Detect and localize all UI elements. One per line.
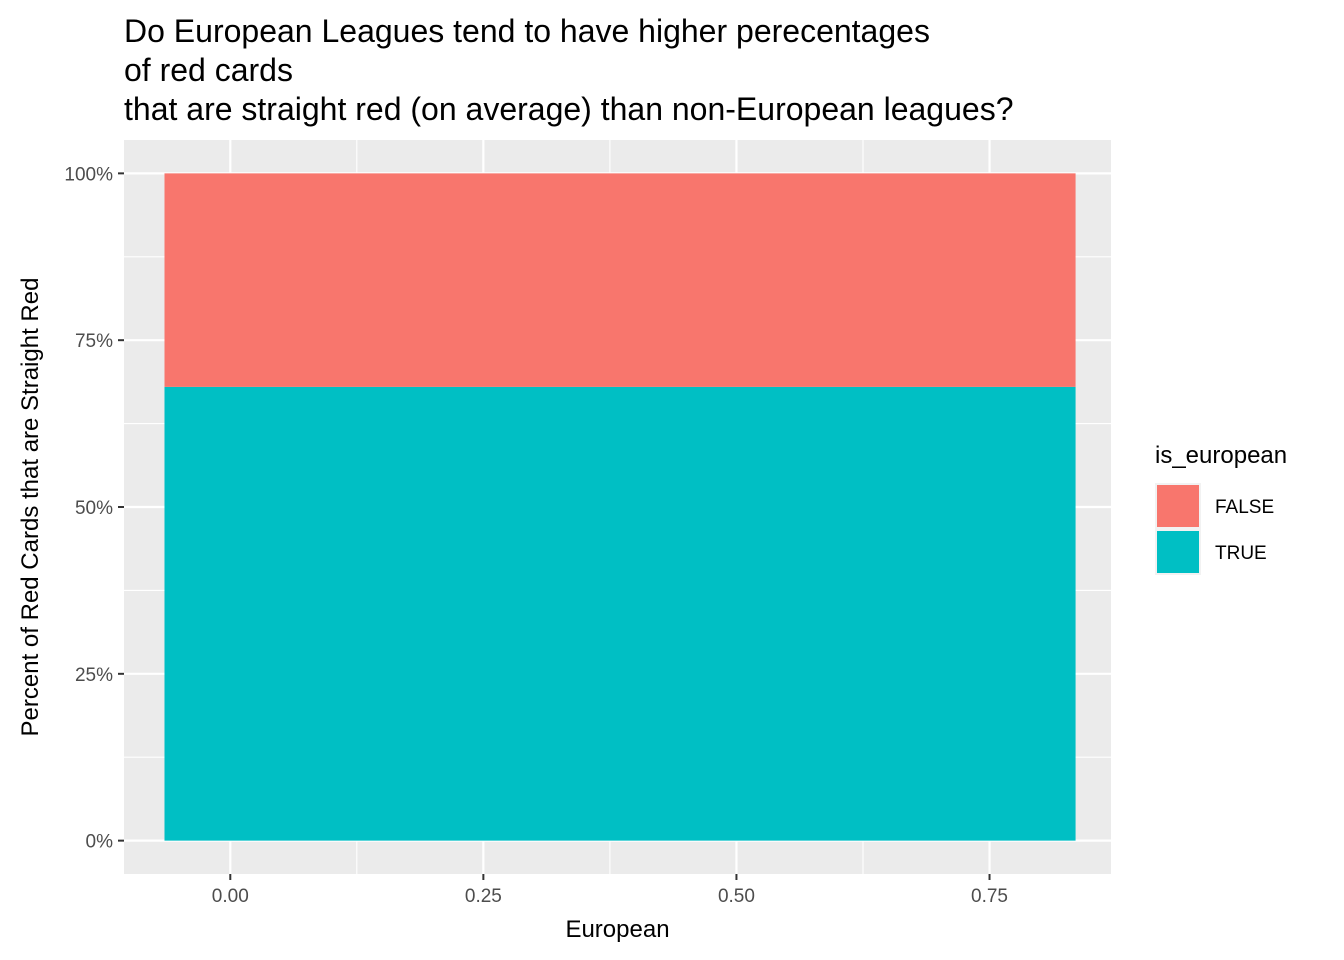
x-axis: 0.00 0.25 0.50 0.75 xyxy=(212,874,1008,907)
chart-title-line: of red cards xyxy=(124,52,293,88)
x-tick-label: 0.50 xyxy=(718,886,755,907)
y-tick-label: 100% xyxy=(64,164,113,185)
legend-label: FALSE xyxy=(1215,497,1274,518)
legend-key-true xyxy=(1157,531,1199,573)
y-tick-label: 0% xyxy=(86,832,114,853)
x-axis-title: European xyxy=(565,916,669,943)
legend: is_european FALSE TRUE xyxy=(1155,442,1287,575)
bar-segment-true xyxy=(164,386,1076,841)
y-axis-title: Percent of Red Cards that are Straight R… xyxy=(17,278,44,737)
legend-label: TRUE xyxy=(1215,543,1267,564)
chart-title: Do European Leagues tend to have higher … xyxy=(124,13,1013,127)
chart-title-line: Do European Leagues tend to have higher … xyxy=(124,13,930,49)
bar-segment-false xyxy=(164,173,1076,387)
bars xyxy=(164,173,1076,841)
y-tick-label: 50% xyxy=(75,498,113,519)
x-tick-label: 0.25 xyxy=(465,886,502,907)
x-tick-label: 0.75 xyxy=(971,886,1008,907)
y-axis: 0% 25% 50% 75% 100% xyxy=(64,164,124,853)
y-tick-label: 25% xyxy=(75,665,113,686)
x-tick-label: 0.00 xyxy=(212,886,249,907)
y-tick-label: 75% xyxy=(75,331,113,352)
chart-title-line: that are straight red (on average) than … xyxy=(124,91,1013,127)
legend-key-false xyxy=(1157,485,1199,527)
legend-title: is_european xyxy=(1155,442,1287,469)
